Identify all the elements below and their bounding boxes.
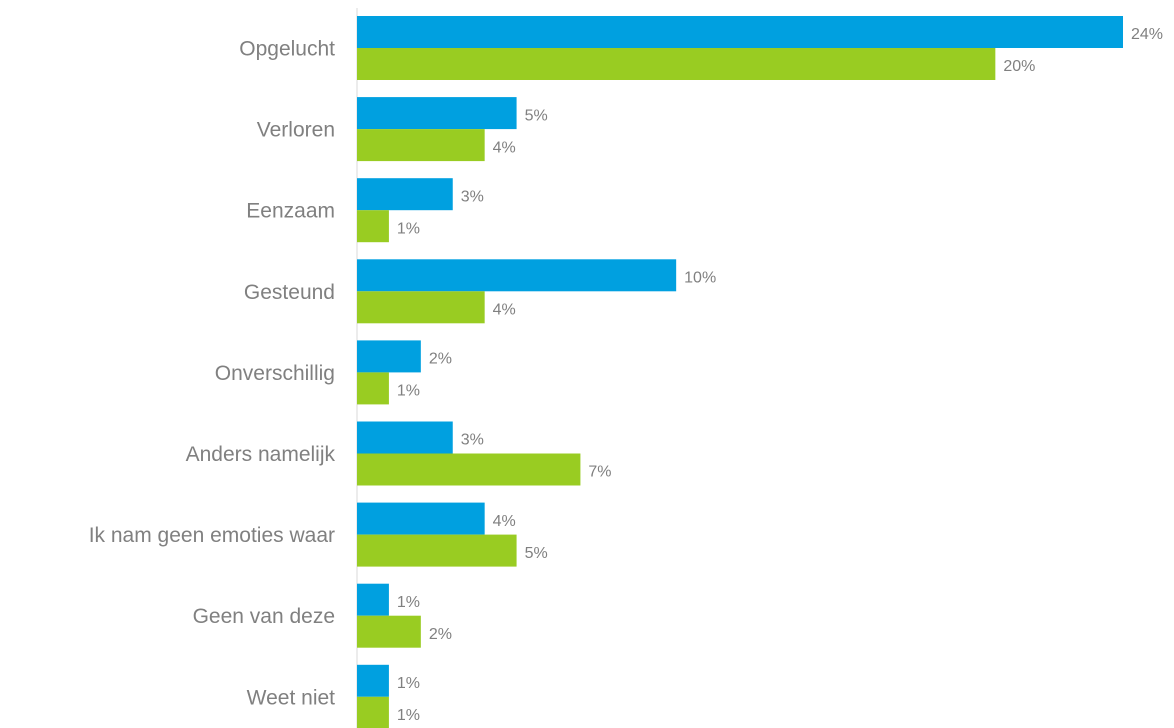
category-label: Eenzaam [246, 200, 335, 223]
value-label: 1% [397, 220, 420, 237]
category-label: Ik nam geen emoties waar [89, 524, 335, 547]
category-label: Opgelucht [239, 38, 335, 61]
category-label: Onverschillig [215, 362, 335, 385]
bar [357, 291, 485, 324]
category-label: Weet niet [247, 686, 335, 709]
value-label: 7% [588, 464, 611, 481]
value-label: 1% [397, 594, 420, 611]
category-label: Anders namelijk [186, 443, 336, 466]
value-label: 5% [525, 107, 548, 124]
value-label: 2% [429, 626, 452, 643]
bar [357, 534, 517, 567]
value-label: 5% [525, 545, 548, 562]
bar [357, 421, 453, 454]
value-label: 1% [397, 383, 420, 400]
bar [357, 259, 677, 292]
value-label: 1% [397, 675, 420, 692]
bar [357, 696, 389, 728]
bar [357, 178, 453, 211]
bar [357, 48, 996, 80]
value-label: 20% [1003, 58, 1035, 75]
bar [357, 615, 421, 648]
value-label: 1% [397, 707, 420, 724]
category-label: Gesteund [244, 281, 335, 304]
value-label: 4% [493, 302, 516, 319]
bar [357, 502, 485, 535]
value-label: 24% [1131, 26, 1163, 43]
value-label: 10% [684, 270, 716, 287]
value-label: 2% [429, 351, 452, 368]
bar [357, 129, 485, 162]
bar [357, 664, 389, 697]
value-label: 3% [461, 432, 484, 449]
bar [357, 97, 517, 130]
bar [357, 16, 1123, 48]
bar [357, 583, 389, 616]
value-label: 4% [493, 139, 516, 156]
value-label: 3% [461, 188, 484, 205]
bar [357, 453, 581, 486]
value-label: 4% [493, 513, 516, 530]
bar [357, 340, 421, 373]
category-label: Geen van deze [193, 605, 335, 628]
category-label: Verloren [257, 119, 335, 142]
bar [357, 372, 389, 405]
bar [357, 210, 389, 243]
